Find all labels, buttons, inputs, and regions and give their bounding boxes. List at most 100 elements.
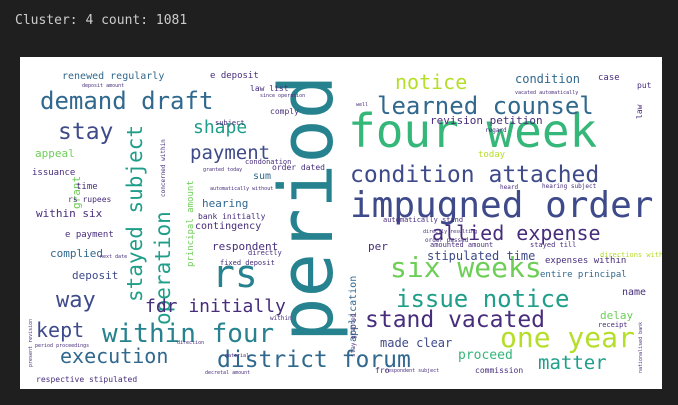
wordcloud-word: respondent subject [385, 368, 439, 374]
wordcloud-word: law [635, 104, 644, 119]
wordcloud-word: fro [375, 366, 390, 375]
wordcloud-word: present revision [28, 319, 34, 367]
wordcloud-word: issue notice [396, 285, 569, 313]
wordcloud-word: direction [177, 340, 204, 346]
wordcloud-word: granted today [203, 167, 242, 173]
wordcloud-word: execution [60, 344, 168, 368]
wordcloud-word: heard [500, 184, 518, 191]
wordcloud-word: e payment [65, 230, 114, 240]
wordcloud-image: period four week impugned order learned cou… [20, 57, 662, 389]
wordcloud-word: bank initially [198, 212, 266, 221]
wordcloud-word: entire principal [540, 270, 627, 280]
wordcloud-word: demand draft [40, 87, 213, 115]
wordcloud-word: one year [500, 321, 635, 354]
wordcloud-word: grant [70, 176, 83, 209]
wordcloud-word: expenses within [545, 256, 626, 266]
wordcloud-word: fixed deposit [220, 259, 275, 267]
wordcloud-word: fdr initially [145, 296, 286, 317]
wordcloud-word: revision petition [430, 114, 543, 127]
wordcloud-word: six weeks [390, 251, 542, 284]
wordcloud-word: today [478, 150, 506, 160]
wordcloud-word: automatically without [210, 186, 273, 192]
wordcloud-word: renewed regularly [62, 71, 164, 82]
wordcloud-word: period proceedings [35, 343, 89, 349]
wordcloud-word: shape [193, 117, 247, 138]
wordcloud-word: stay granted [350, 313, 357, 357]
wordcloud-word: respondent [212, 240, 278, 253]
wordcloud-word: impugned order [350, 185, 653, 226]
wordcloud-word: operation [151, 211, 175, 325]
wordcloud-word: application [348, 276, 359, 342]
wordcloud-word: stay [58, 119, 113, 145]
wordcloud-word: contingency [195, 221, 261, 232]
wordcloud-word: order dated [272, 163, 325, 172]
wordcloud-word: receipt [598, 321, 628, 329]
wordcloud-word: order passed [425, 237, 469, 244]
wordcloud-word: hearing [202, 197, 248, 210]
wordcloud-word: per [368, 240, 388, 253]
wordcloud-word: commission [475, 366, 523, 375]
wordcloud-word: case [598, 73, 620, 83]
wordcloud-word: learned counsel [377, 92, 594, 120]
count-value: 1081 [155, 13, 188, 28]
wordcloud-word: nationalised bank [638, 322, 644, 373]
wordcloud-word: next date [100, 254, 127, 260]
wordcloud-word: complied [50, 247, 103, 260]
wordcloud-word: within four [102, 319, 274, 349]
wordcloud-word: condonation [245, 158, 291, 166]
wordcloud-word: well [356, 102, 368, 108]
wordcloud-word: stayed subject [123, 125, 147, 302]
wordcloud-word: stipulated time [427, 249, 535, 263]
wordcloud-word: within six [36, 207, 103, 220]
wordcloud-word: hearing subject [542, 183, 597, 190]
wordcloud-word: comply [270, 107, 299, 116]
cluster-label: Cluster: [15, 13, 78, 28]
count-label: count: [101, 13, 149, 28]
wordcloud-word: payment [190, 142, 270, 164]
wordcloud-word: concerned within [160, 139, 167, 197]
wordcloud-word: proceed [458, 348, 513, 363]
wordcloud-word: automatically stand [383, 216, 463, 224]
wordcloud-word: rs rupees [68, 195, 112, 204]
wordcloud-word: kept [36, 318, 84, 342]
wordcloud-word: made clear [380, 336, 452, 350]
wordcloud-word: material [225, 353, 249, 359]
wordcloud-word: deposit [72, 269, 118, 282]
wordcloud-word: e deposit [210, 71, 259, 81]
wordcloud-word: issuance [32, 168, 75, 178]
wordcloud-word: directly resulting [423, 229, 477, 235]
wordcloud-word: decretal amount [205, 370, 250, 376]
wordcloud-word: directions within [600, 251, 662, 259]
wordcloud-word: period [264, 75, 350, 342]
wordcloud-word: within [270, 315, 292, 322]
wordcloud-word: sum [253, 171, 271, 182]
wordcloud-word: subject [215, 119, 245, 127]
wordcloud-word: condition attached [350, 162, 599, 188]
wordcloud-word: respective stipulated [36, 375, 137, 384]
wordcloud-word: put [637, 81, 652, 90]
cluster-id: 4 [85, 13, 94, 28]
wordcloud-word: way [56, 288, 96, 313]
wordcloud-word: stand vacated [365, 307, 545, 333]
wordcloud-word: matter [538, 352, 607, 374]
wordcloud-word: delay [600, 309, 633, 322]
stdout-text: Cluster: 4 count: 1081 [15, 12, 187, 30]
wordcloud-word: deposit amount [82, 83, 124, 89]
wordcloud-word: principal amount [186, 180, 196, 267]
wordcloud-word: directly [248, 249, 282, 257]
wordcloud-word: name [622, 287, 646, 298]
wordcloud-word: time [76, 182, 98, 192]
wordcloud-word: appeal [35, 147, 75, 160]
wordcloud-word: allied expense [432, 221, 601, 245]
wordcloud-word: law list [250, 84, 289, 93]
wordcloud-word: four week [348, 104, 597, 158]
wordcloud-word: regard [485, 127, 507, 134]
wordcloud-word: rs [212, 252, 258, 296]
wordcloud-background [20, 57, 662, 389]
wordcloud-word: notice [395, 70, 467, 94]
wordcloud-word: vacated automatically [515, 90, 578, 96]
wordcloud-word: district forum [217, 347, 411, 373]
